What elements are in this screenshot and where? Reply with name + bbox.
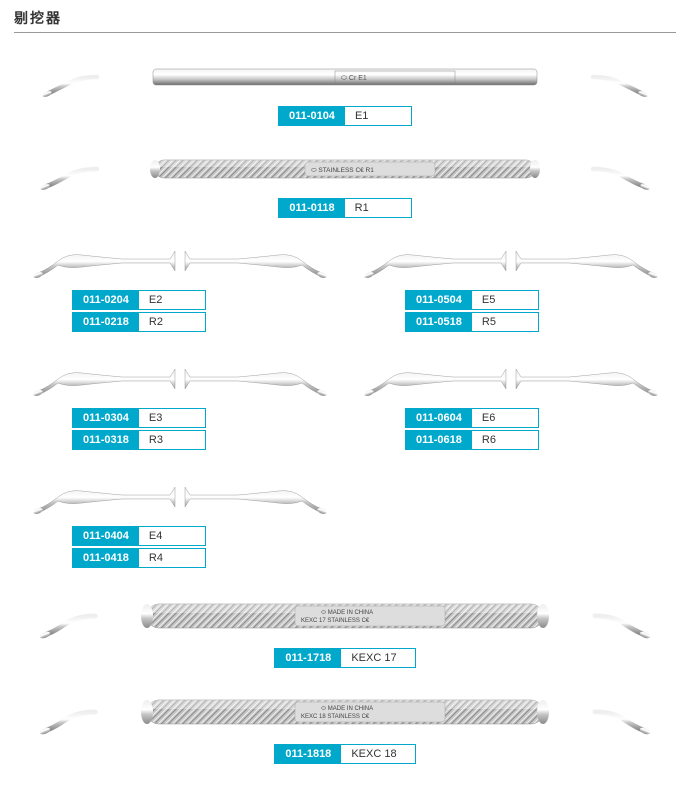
sku-label: 011-0104 E1 [278,106,412,126]
sku-code: 011-0404 [73,527,139,545]
sku-desc: E4 [139,527,205,545]
sku-desc: R5 [472,313,538,331]
sku-label: 011-0404 E4 [72,526,206,546]
catalog-body: ⬭ Cr E1 011-0104 E1 ⬭ STAINLESS C€ R1 [14,53,676,765]
sku-desc: KEXC 17 [341,649,414,667]
sku-label: 011-0518 R5 [405,312,539,332]
sku-code: 011-0104 [279,107,345,125]
sku-label: 011-0304 E3 [72,408,206,428]
sku-desc: E6 [472,409,538,427]
sku-label: 011-0618 R6 [405,430,539,450]
sku-code: 011-0304 [73,409,139,427]
sku-label: 011-0318 R3 [72,430,206,450]
instrument-flat: ⬭ Cr E1 [25,53,665,101]
instrument-tips [30,355,330,405]
sku-code: 011-0118 [279,199,344,217]
sku-label: 011-0218 R2 [72,312,206,332]
sku-desc: E1 [345,107,411,125]
instrument-tips [361,355,661,405]
instrument-knurl-thick: ⬭ MADE IN CHINA KEXC 17 STAINLESS C€ [25,591,665,643]
instrument-tips [30,473,330,523]
svg-text:⬭ STAINLESS C€ R1: ⬭ STAINLESS C€ R1 [311,167,374,174]
svg-text:⬭ Cr E1: ⬭ Cr E1 [341,75,367,82]
sku-label: 011-0504 E5 [405,290,539,310]
sku-desc: R4 [139,549,205,567]
sku-desc: E5 [472,291,538,309]
sku-code: 011-0218 [73,313,139,331]
sku-desc: R3 [139,431,205,449]
page-title: 剔挖器 [14,8,676,33]
svg-text:KEXC 17 STAINLESS C€: KEXC 17 STAINLESS C€ [301,618,370,624]
svg-text:⬭ MADE IN CHINA: ⬭ MADE IN CHINA [321,610,373,616]
instrument-knurl-thick: ⬭ MADE IN CHINA KEXC 18 STAINLESS C€ [25,687,665,739]
instrument-knurl: ⬭ STAINLESS C€ R1 [25,145,665,193]
svg-text:KEXC 18 STAINLESS C€: KEXC 18 STAINLESS C€ [301,714,370,720]
sku-label: 011-1818 KEXC 18 [274,744,415,764]
sku-code: 011-0504 [406,291,472,309]
sku-code: 011-1718 [275,649,341,667]
sku-desc: R1 [345,199,411,217]
instrument-tips [361,237,661,287]
sku-code: 011-0418 [73,549,139,567]
sku-code: 011-1818 [275,745,341,763]
sku-code: 011-0604 [406,409,472,427]
svg-text:⬭ MADE IN CHINA: ⬭ MADE IN CHINA [321,706,373,712]
sku-label: 011-0418 R4 [72,548,206,568]
sku-label: 011-0204 E2 [72,290,206,310]
sku-label: 011-0604 E6 [405,408,539,428]
sku-label: 011-0118 R1 [278,198,411,218]
instrument-tips [30,237,330,287]
sku-desc: E2 [139,291,205,309]
sku-desc: KEXC 18 [341,745,414,763]
sku-label: 011-1718 KEXC 17 [274,648,415,668]
sku-desc: R6 [472,431,538,449]
sku-code: 011-0618 [406,431,472,449]
sku-code: 011-0318 [73,431,139,449]
sku-code: 011-0518 [406,313,472,331]
sku-desc: R2 [139,313,205,331]
sku-code: 011-0204 [73,291,139,309]
sku-desc: E3 [139,409,205,427]
